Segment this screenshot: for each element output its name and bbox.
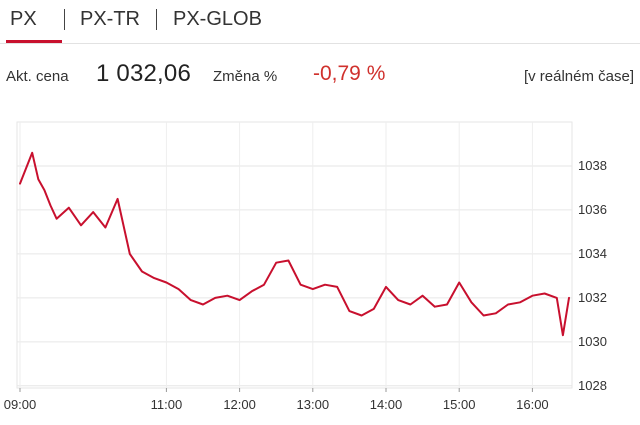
y-tick-label: 1038	[578, 158, 607, 173]
y-tick-label: 1028	[578, 378, 607, 393]
change-label: Změna %	[213, 68, 278, 85]
x-tick-label: 12:00	[223, 397, 256, 412]
x-tick-label: 16:00	[516, 397, 549, 412]
y-tick-label: 1034	[578, 246, 607, 261]
x-tick-label: 15:00	[443, 397, 476, 412]
change-value: -0,79 %	[313, 62, 386, 85]
plot-frame	[16, 121, 573, 389]
tab-px-glob[interactable]: PX-GLOB	[173, 8, 262, 30]
price-chart-svg: 1028 1030 1032 1034 1036 1038 09:00 11:00 12:00 1…	[4, 121, 607, 412]
y-tick-label: 1030	[578, 334, 607, 349]
realtime-label: [v reálném čase]	[523, 68, 634, 85]
tab-px[interactable]: PX	[10, 8, 37, 30]
y-tick-label: 1036	[578, 202, 607, 217]
active-tab-indicator	[6, 40, 62, 43]
tab-separator	[156, 9, 157, 30]
index-tabs: PX PX-TR PX-GLOB	[0, 0, 640, 44]
x-tick-label: 09:00	[4, 397, 37, 412]
price-label: Akt. cena	[6, 68, 69, 85]
price-chart: 1028 1030 1032 1034 1036 1038 09:00 11:00 12:00 1…	[0, 114, 640, 425]
current-price: 1 032,06	[96, 60, 192, 87]
x-tick-label: 13:00	[297, 397, 330, 412]
price-line	[19, 151, 570, 337]
quote-summary: Akt. cena 1 032,06 Změna % -0,79 % [v re…	[0, 56, 640, 90]
y-tick-label: 1032	[578, 290, 607, 305]
x-tick-label: 11:00	[151, 397, 183, 412]
tab-px-tr[interactable]: PX-TR	[80, 8, 140, 30]
tab-separator	[64, 9, 65, 30]
x-tick-label: 14:00	[370, 397, 403, 412]
